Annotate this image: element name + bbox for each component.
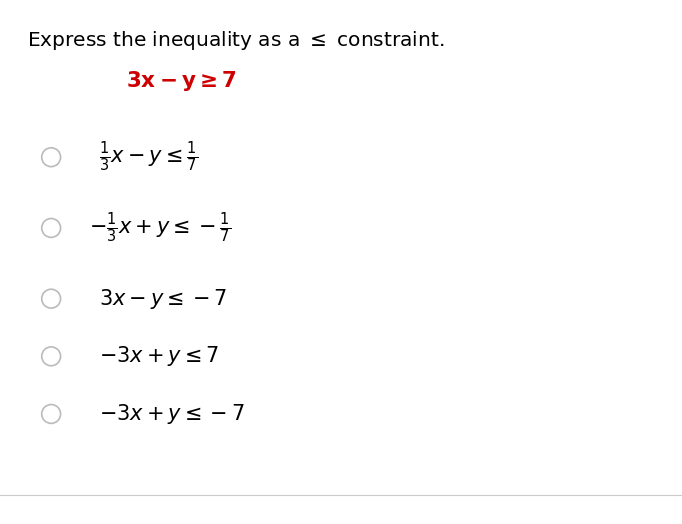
Text: $3x - y \leq -7$: $3x - y \leq -7$ [99, 287, 227, 311]
Text: $-\frac{1}{3}x + y \leq -\frac{1}{7}$: $-\frac{1}{3}x + y \leq -\frac{1}{7}$ [89, 211, 231, 245]
Text: $-3x + y \leq 7$: $-3x + y \leq 7$ [99, 344, 219, 368]
Text: $\frac{1}{3}x - y \leq \frac{1}{7}$: $\frac{1}{3}x - y \leq \frac{1}{7}$ [99, 140, 198, 174]
Text: $\mathbf{3x - y \geq 7}$: $\mathbf{3x - y \geq 7}$ [126, 69, 237, 93]
Text: $-3x + y \leq -7$: $-3x + y \leq -7$ [99, 402, 245, 426]
Text: Express the inequality as a $\leq$ constraint.: Express the inequality as a $\leq$ const… [27, 29, 445, 52]
